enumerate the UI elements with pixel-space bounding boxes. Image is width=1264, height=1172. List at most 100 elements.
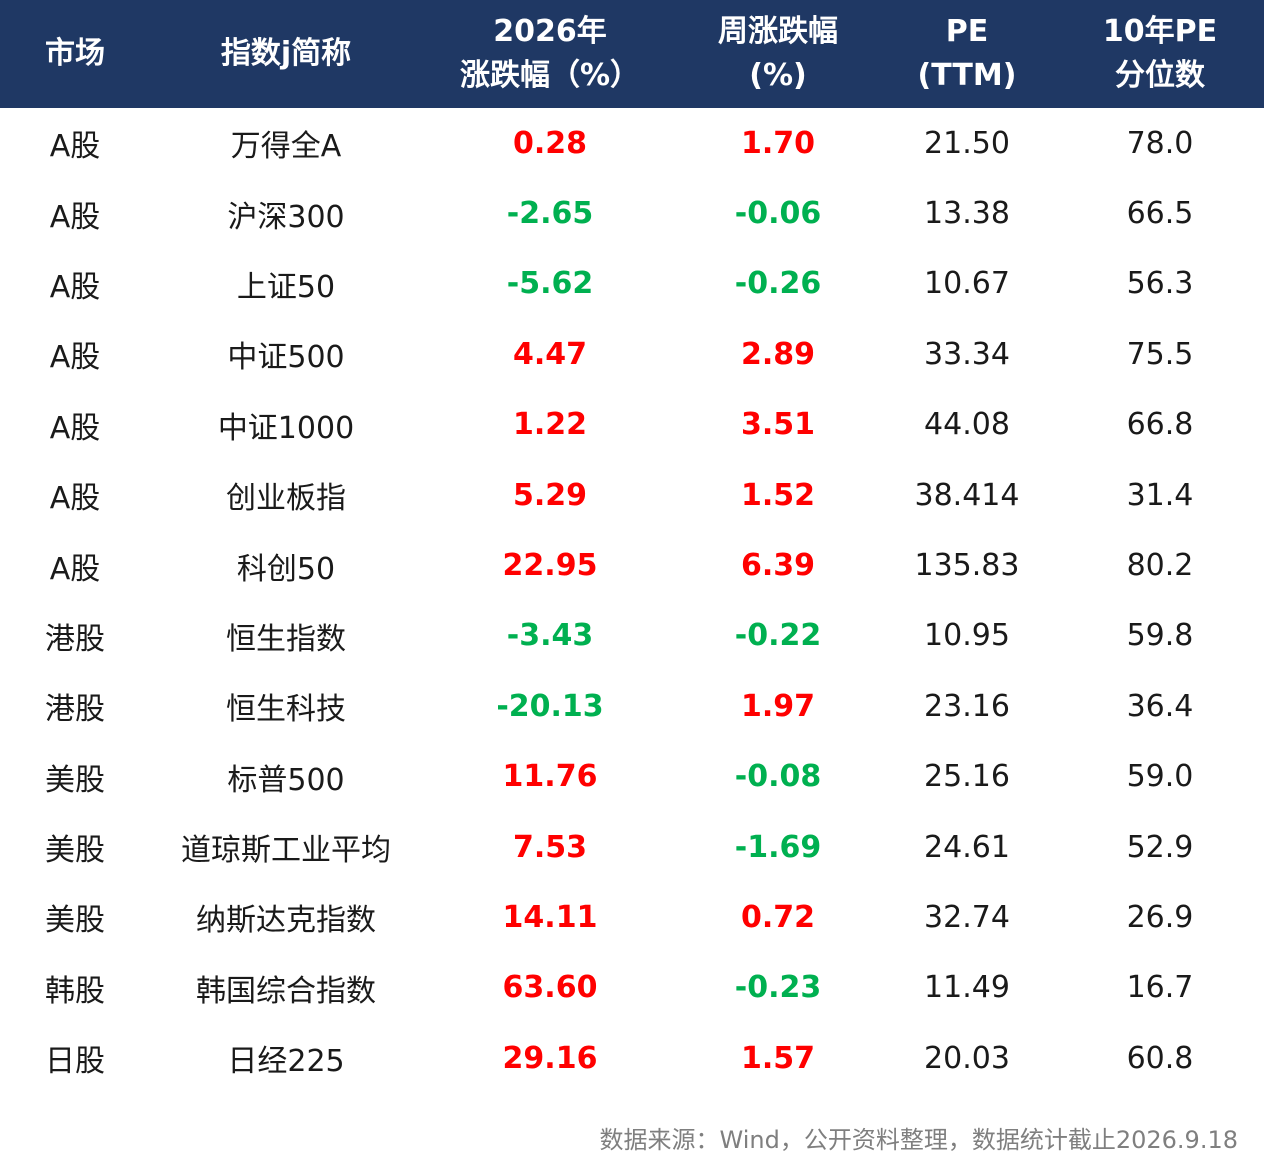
cell-market: A股 [49, 129, 101, 165]
cell-market: A股 [49, 199, 101, 235]
cell-ytd-change: 1.22 [512, 407, 588, 443]
cell-pe-ttm: 24.61 [924, 829, 1010, 865]
column-header-pe-ttm: PE (TTM) [917, 14, 1017, 93]
cell-index-name: 韩国综合指数 [196, 973, 376, 1009]
cell-index-name: 万得全A [230, 129, 342, 165]
cell-ytd-change: 11.76 [502, 759, 598, 795]
cell-pe-percentile: 16.7 [1126, 970, 1194, 1006]
cell-market: A股 [49, 551, 101, 587]
cell-market: 港股 [45, 692, 105, 728]
cell-weekly-change: -0.08 [734, 759, 822, 795]
cell-pe-ttm: 44.08 [924, 407, 1010, 443]
cell-ytd-change: 14.11 [502, 899, 598, 935]
cell-market: 港股 [45, 621, 105, 657]
table-row: A股 万得全A 0.28 1.70 21.50 78.0 [0, 108, 1264, 178]
cell-ytd-change: 5.29 [512, 477, 588, 513]
cell-index-name: 中证1000 [217, 410, 355, 446]
column-header-weekly-change: 周涨跌幅 (%) [718, 14, 838, 93]
cell-index-name: 日经225 [227, 1044, 345, 1080]
cell-ytd-change: 4.47 [512, 336, 588, 372]
cell-weekly-change: 2.89 [740, 336, 816, 372]
table-row: 港股 恒生指数 -3.43 -0.22 10.95 59.8 [0, 601, 1264, 671]
cell-weekly-change: 1.52 [740, 477, 816, 513]
table-row: A股 创业板指 5.29 1.52 38.414 31.4 [0, 460, 1264, 530]
cell-index-name: 科创50 [236, 551, 336, 587]
cell-weekly-change: 1.57 [740, 1040, 816, 1076]
cell-market: A股 [49, 269, 101, 305]
cell-pe-ttm: 38.414 [914, 477, 1020, 513]
cell-index-name: 标普500 [227, 762, 345, 798]
cell-ytd-change: 29.16 [502, 1040, 598, 1076]
cell-weekly-change: 3.51 [740, 407, 816, 443]
column-header-ytd-change: 2026年 涨跌幅（%） [459, 14, 641, 93]
cell-market: 美股 [45, 903, 105, 939]
column-header-index-name: 指数j简称 [220, 36, 352, 71]
column-header-pe-percentile: 10年PE 分位数 [1102, 14, 1218, 93]
table-row: A股 中证500 4.47 2.89 33.34 75.5 [0, 319, 1264, 389]
cell-pe-percentile: 80.2 [1126, 548, 1194, 584]
cell-market: A股 [49, 481, 101, 517]
cell-pe-ttm: 20.03 [924, 1040, 1010, 1076]
cell-pe-ttm: 25.16 [924, 759, 1010, 795]
cell-ytd-change: -5.62 [506, 266, 594, 302]
table-row: 美股 道琼斯工业平均 7.53 -1.69 24.61 52.9 [0, 812, 1264, 882]
table-row: 港股 恒生科技 -20.13 1.97 23.16 36.4 [0, 671, 1264, 741]
cell-market: A股 [49, 340, 101, 376]
cell-index-name: 上证50 [236, 269, 336, 305]
cell-pe-percentile: 36.4 [1126, 688, 1194, 724]
cell-weekly-change: -1.69 [734, 829, 822, 865]
cell-weekly-change: -0.23 [734, 970, 822, 1006]
cell-pe-percentile: 52.9 [1126, 829, 1194, 865]
table-row: A股 中证1000 1.22 3.51 44.08 66.8 [0, 390, 1264, 460]
cell-index-name: 沪深300 [227, 199, 345, 235]
cell-index-name: 创业板指 [226, 481, 346, 517]
cell-pe-percentile: 66.5 [1126, 196, 1194, 232]
cell-market: 韩股 [45, 973, 105, 1009]
table-row: A股 沪深300 -2.65 -0.06 13.38 66.5 [0, 178, 1264, 248]
cell-weekly-change: 1.97 [740, 688, 816, 724]
cell-weekly-change: 0.72 [740, 899, 816, 935]
cell-pe-percentile: 78.0 [1126, 125, 1194, 161]
cell-pe-percentile: 59.8 [1126, 618, 1194, 654]
cell-pe-percentile: 75.5 [1126, 336, 1194, 372]
cell-weekly-change: -0.06 [734, 196, 822, 232]
cell-pe-ttm: 32.74 [924, 899, 1010, 935]
cell-pe-percentile: 59.0 [1126, 759, 1194, 795]
cell-ytd-change: -3.43 [506, 618, 594, 654]
table-row: A股 科创50 22.95 6.39 135.83 80.2 [0, 530, 1264, 600]
cell-index-name: 中证500 [227, 340, 345, 376]
table-row: 美股 纳斯达克指数 14.11 0.72 32.74 26.9 [0, 882, 1264, 952]
cell-pe-percentile: 31.4 [1126, 477, 1194, 513]
cell-pe-percentile: 56.3 [1126, 266, 1194, 302]
table-body: A股 万得全A 0.28 1.70 21.50 78.0 A股 沪深300 -2.65 -0.06… [0, 108, 1264, 1093]
cell-weekly-change: -0.26 [734, 266, 822, 302]
cell-pe-percentile: 60.8 [1126, 1040, 1194, 1076]
data-source-note: 数据来源：Wind，公开资料整理，数据统计截止2026.9.18 [599, 1126, 1238, 1154]
cell-pe-ttm: 11.49 [924, 970, 1010, 1006]
cell-ytd-change: 7.53 [512, 829, 588, 865]
header-row: 市场 指数j简称 2026年 涨跌幅（%） 周涨跌幅 (%) PE (TTM) … [0, 0, 1264, 108]
cell-ytd-change: 0.28 [512, 125, 588, 161]
cell-pe-ttm: 10.95 [924, 618, 1010, 654]
cell-weekly-change: -0.22 [734, 618, 822, 654]
index-performance-table: 市场 指数j简称 2026年 涨跌幅（%） 周涨跌幅 (%) PE (TTM) … [0, 0, 1264, 1093]
cell-market: 日股 [45, 1044, 105, 1080]
column-header-market: 市场 [45, 36, 105, 71]
table-header: 市场 指数j简称 2026年 涨跌幅（%） 周涨跌幅 (%) PE (TTM) … [0, 0, 1264, 108]
cell-index-name: 纳斯达克指数 [196, 903, 376, 939]
cell-ytd-change: 22.95 [502, 548, 598, 584]
cell-index-name: 恒生指数 [226, 621, 346, 657]
cell-pe-percentile: 26.9 [1126, 899, 1194, 935]
cell-market: 美股 [45, 833, 105, 869]
cell-index-name: 恒生科技 [226, 692, 346, 728]
cell-ytd-change: 63.60 [502, 970, 598, 1006]
cell-market: A股 [49, 410, 101, 446]
table-row: 美股 标普500 11.76 -0.08 25.16 59.0 [0, 742, 1264, 812]
cell-pe-ttm: 135.83 [914, 548, 1020, 584]
cell-ytd-change: -2.65 [506, 196, 594, 232]
table-row: 日股 日经225 29.16 1.57 20.03 60.8 [0, 1023, 1264, 1093]
cell-weekly-change: 6.39 [740, 548, 816, 584]
cell-weekly-change: 1.70 [740, 125, 816, 161]
cell-ytd-change: -20.13 [496, 688, 604, 724]
